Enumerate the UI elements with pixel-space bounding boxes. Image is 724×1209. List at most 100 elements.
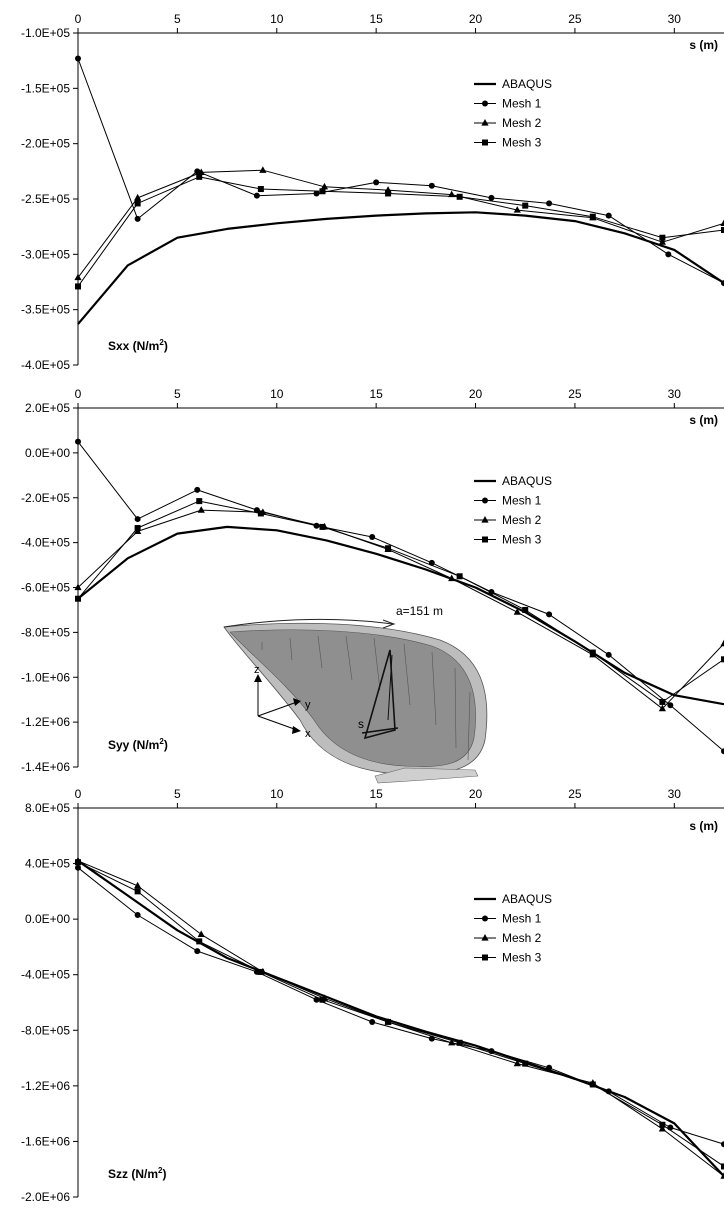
data-point-mesh-3: [522, 1060, 529, 1067]
data-point-mesh-1: [194, 486, 201, 493]
data-point-mesh-3: [659, 698, 666, 705]
x-tick-label: 30: [668, 12, 682, 26]
data-point-mesh-2: [513, 608, 521, 615]
inset-x-label: x: [305, 728, 311, 740]
y-tick-label: -2.0E+05: [21, 491, 70, 505]
data-point-mesh-1: [605, 651, 612, 658]
y-axis-title: Sxx (N/m2): [108, 338, 168, 353]
data-point-mesh-3: [589, 213, 596, 220]
x-tick-label: 0: [75, 387, 82, 401]
legend-marker: [482, 915, 488, 922]
data-point-mesh-2: [197, 930, 205, 938]
szz-panel: 8.0E+05 4.0E+05 0.0E+00 -4.0E+05 -8.0E+05 -1.…: [21, 787, 724, 1204]
series-line-abaqus: [77, 859, 724, 1177]
legend-marker: [482, 497, 488, 504]
data-point-mesh-1: [721, 1141, 724, 1148]
data-point-mesh-2: [197, 506, 205, 513]
y-tick-label: 8.0E+05: [25, 801, 70, 815]
data-point-mesh-1: [253, 192, 260, 199]
data-point-mesh-3: [196, 498, 203, 505]
inset-y-label: y: [305, 699, 311, 711]
data-point-mesh-1: [75, 438, 81, 445]
data-point-mesh-1: [194, 168, 201, 175]
legend-marker: [482, 100, 488, 107]
data-point-mesh-3: [319, 996, 326, 1003]
data-point-mesh-1: [134, 215, 141, 222]
y-tick-label: 0.0E+00: [25, 446, 70, 460]
data-point-mesh-2: [259, 166, 267, 173]
data-point-mesh-2: [658, 704, 666, 712]
y-tick-label: -1.5E+05: [21, 81, 70, 95]
data-point-mesh-1: [373, 179, 380, 186]
data-point-mesh-2: [134, 193, 142, 201]
data-point-mesh-1: [665, 251, 672, 258]
legend-label: Mesh 3: [502, 951, 542, 965]
legend-label: ABAQUS: [502, 77, 552, 91]
inset-z-label: z: [254, 664, 260, 676]
x-tick-label: 5: [174, 12, 181, 26]
y-tick-label: -6.0E+05: [21, 581, 70, 595]
series-line-abaqus: [77, 211, 724, 325]
x-tick-label: 10: [270, 387, 284, 401]
data-point-mesh-1: [313, 190, 320, 197]
data-point-mesh-2: [448, 190, 456, 198]
y-tick-label: 0.0E+00: [25, 912, 70, 926]
data-point-mesh-1: [488, 194, 495, 201]
syy-panel: 2.0E+05 0.0E+00 -2.0E+05 -4.0E+05 -6.0E+05 -8…: [21, 387, 724, 774]
data-point-mesh-1: [428, 182, 435, 189]
data-point-mesh-3: [721, 656, 724, 663]
y-tick-label: -1.4E+06: [21, 760, 70, 774]
data-point-mesh-3: [196, 173, 203, 180]
x-tick-label: 5: [174, 387, 181, 401]
x-tick-label: 20: [469, 387, 483, 401]
y-tick-label: -1.2E+06: [21, 1079, 70, 1093]
x-tick-label: 25: [568, 787, 582, 801]
data-point-mesh-2: [720, 219, 724, 226]
data-point-mesh-2: [320, 182, 329, 190]
data-point-mesh-2: [658, 1124, 666, 1132]
y-tick-label: -3.5E+05: [21, 303, 70, 317]
data-point-mesh-1: [605, 212, 612, 219]
data-point-mesh-3: [589, 649, 596, 656]
y-axis-title: Szz (N/m2): [108, 1166, 166, 1181]
data-point-mesh-3: [721, 226, 724, 233]
y-tick-label: -2.5E+05: [21, 192, 70, 206]
x-axis-title: s (m): [689, 38, 718, 52]
data-point-mesh-1: [194, 948, 201, 955]
legend-label: Mesh 1: [502, 912, 542, 926]
y-tick-label: -4.0E+05: [21, 358, 70, 372]
sxx-panel: -1.0E+05 -1.5E+05 -2.0E+05 -2.5E+05 -3.0E+05…: [21, 12, 724, 372]
data-point-mesh-3: [134, 525, 141, 532]
inset-path-label: s: [358, 717, 364, 731]
data-point-mesh-3: [659, 234, 666, 241]
data-point-mesh-1: [667, 702, 674, 709]
y-tick-label: -1.0E+05: [21, 26, 70, 40]
series-line-mesh-2: [77, 169, 724, 278]
x-tick-label: 25: [568, 387, 582, 401]
data-point-mesh-2: [74, 273, 82, 281]
data-point-mesh-3: [659, 1121, 666, 1128]
data-point-mesh-3: [319, 523, 326, 530]
data-point-mesh-3: [456, 193, 463, 200]
data-point-mesh-3: [385, 545, 392, 552]
legend-label: ABAQUS: [502, 474, 552, 488]
legend-label: Mesh 1: [502, 494, 542, 508]
x-tick-label: 30: [668, 387, 682, 401]
data-point-mesh-3: [456, 1039, 463, 1046]
legend-label: Mesh 3: [502, 533, 542, 547]
data-point-mesh-2: [513, 206, 521, 213]
legend-label: Mesh 2: [502, 513, 542, 527]
data-point-mesh-3: [134, 200, 141, 207]
legend-label: Mesh 1: [502, 97, 542, 111]
series-line-mesh-1: [77, 867, 724, 1145]
data-point-mesh-3: [522, 202, 529, 209]
data-point-mesh-3: [75, 859, 81, 866]
x-tick-label: 20: [469, 787, 483, 801]
legend-label: Mesh 2: [502, 931, 542, 945]
y-tick-label: -4.0E+05: [21, 968, 70, 982]
y-tick-label: -3.0E+05: [21, 247, 70, 261]
y-tick-label: -1.0E+06: [21, 670, 70, 684]
inset-annotation: a=151 m: [396, 604, 443, 618]
x-tick-label: 10: [270, 787, 284, 801]
